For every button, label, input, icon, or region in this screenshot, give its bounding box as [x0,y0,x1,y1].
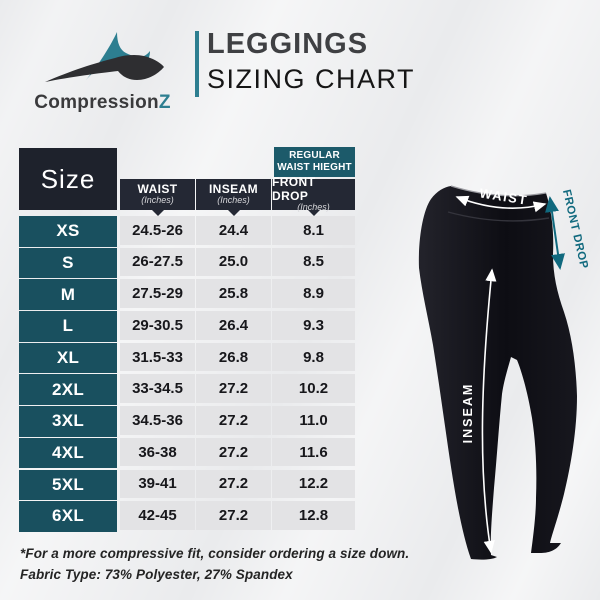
page-title-line1: LEGGINGS [207,28,369,60]
inseam-arrow [481,268,497,554]
front-drop-label: FRONT DROP [560,188,590,270]
brand-logo-icon [45,32,164,82]
page-title-line2: SIZING CHART [207,64,416,94]
inseam-label: INSEAM [461,383,475,444]
value-cell: 42-45 [120,501,195,530]
value-cell: 10.2 [272,374,355,403]
value-cell: 25.0 [196,247,271,277]
size-cell: 3XL [19,406,117,437]
leggings-diagram: WAIST FRONT DROP INSEAM [418,185,590,560]
value-cell: 27.2 [196,437,271,467]
value-cell: 9.3 [272,311,355,340]
value-cell: 26.8 [196,342,271,372]
table-row: S 26-27.5 25.0 8.5 [19,247,355,280]
value-cell: 27.2 [196,406,271,435]
value-cell: 24.4 [196,216,271,245]
waistband-top-highlight [450,185,547,197]
brand-name-accent: Z [158,92,171,113]
size-cell: L [19,311,117,342]
column-label: INSEAM [208,181,259,196]
regular-waist-height-badge: REGULAR WAIST HIEGHT [274,147,355,177]
value-cell: 11.0 [272,406,355,435]
value-cell: 12.8 [272,501,355,530]
size-cell: 2XL [19,374,117,406]
table-rows: XS 24.5-26 24.4 8.1 S 26-27.5 25.0 8.5 M 27.5-29 2… [19,216,355,533]
table-row: 3XL 34.5-36 27.2 11.0 [19,406,355,438]
column-header-inseam: INSEAM (Inches) [196,179,271,216]
footnote-fabric: Fabric Type: 73% Polyester, 27% Spandex [20,566,293,582]
table-size-header: Size [19,148,117,210]
table-row: 6XL 42-45 27.2 12.8 [19,501,355,533]
footnotes: *For a more compressive fit, consider or… [20,544,409,586]
leggings-silhouette [418,186,577,560]
value-cell: 34.5-36 [120,406,195,435]
value-cell: 26.4 [196,311,271,340]
value-cell: 33-34.5 [120,374,195,403]
value-cell: 36-38 [120,437,195,467]
column-label: FRONT DROP [272,175,316,203]
logo-swoosh-teal [86,32,150,80]
column-header-waist: WAIST (Inches) [120,179,195,216]
logo-swoosh-dark [45,54,164,82]
table-row: 5XL 39-41 27.2 12.2 [19,469,355,502]
value-cell: 27.2 [196,501,271,530]
value-cell: 8.9 [272,279,355,308]
table-row: XL 31.5-33 26.8 9.8 [19,342,355,375]
table-row: XS 24.5-26 24.4 8.1 [19,216,355,248]
table-row: 2XL 33-34.5 27.2 10.2 [19,374,355,406]
size-cell: XL [19,342,117,374]
column-label: WAIST [137,181,178,196]
value-cell: 12.2 [272,469,355,498]
value-cell: 39-41 [120,469,195,498]
value-cell: 25.8 [196,279,271,308]
size-cell: XS [19,216,117,247]
value-cell: 31.5-33 [120,342,195,372]
value-cell: 27.2 [196,469,271,498]
waist-arrow [455,195,547,213]
brand-name: CompressionZ [21,92,184,114]
front-drop-arrow [545,196,565,270]
value-cell: 8.5 [272,247,355,277]
size-cell: 5XL [19,469,117,501]
footnote-fit: *For a more compressive fit, consider or… [20,546,410,561]
value-cell: 11.6 [272,437,355,467]
value-cell: 24.5-26 [120,216,195,245]
table-row: M 27.5-29 25.8 8.9 [19,279,355,311]
size-cell: 4XL [19,437,117,469]
value-cell: 27.2 [196,374,271,403]
value-cell: 9.8 [272,342,355,372]
value-cell: 26-27.5 [120,247,195,277]
table-row: L 29-30.5 26.4 9.3 [19,311,355,343]
size-cell: 6XL [19,501,117,532]
value-cell: 27.5-29 [120,279,195,308]
value-cell: 8.1 [272,216,355,245]
column-header-front-drop: FRONT DROP (Inches) [272,175,355,216]
column-unit: (Inches) [141,195,174,206]
brand-name-main: Compression [34,92,159,113]
table-row: 4XL 36-38 27.2 11.6 [19,437,355,470]
value-cell: 29-30.5 [120,311,195,340]
header-divider-bar [195,31,199,97]
waistband-seam [447,211,550,222]
size-cell: S [19,247,117,279]
column-unit: (Inches) [297,201,330,212]
column-unit: (Inches) [217,195,250,206]
size-cell: M [19,279,117,310]
